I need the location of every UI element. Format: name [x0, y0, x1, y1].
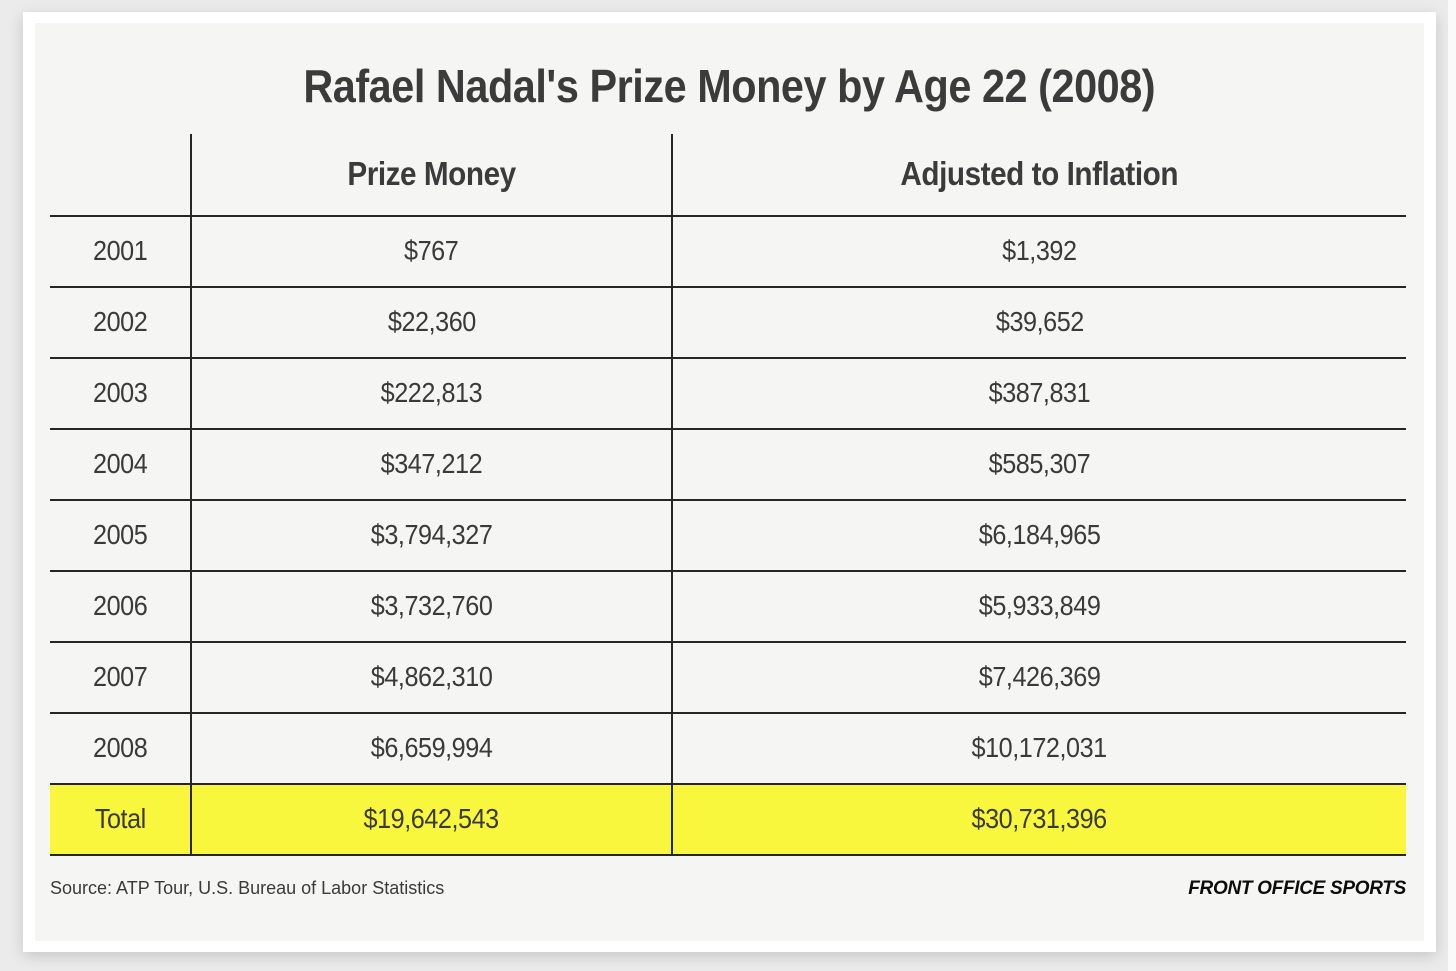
- total-prize-money-value: $19,642,543: [363, 803, 500, 835]
- table-row: 2006 $3,732,760 $5,933,849: [50, 570, 1406, 643]
- year-value: 2006: [92, 590, 148, 622]
- table-row: 2008 $6,659,994 $10,172,031: [50, 712, 1406, 785]
- col-header-year-empty: [50, 133, 191, 217]
- prize-money-cell: $22,360: [190, 286, 672, 359]
- prize-money-cell: $3,732,760: [190, 570, 672, 643]
- year-value: 2003: [92, 377, 148, 409]
- chart-title-text: Rafael Nadal's Prize Money by Age 22 (20…: [303, 60, 1156, 112]
- adjusted-cell: $39,652: [671, 286, 1406, 359]
- year-cell: 2008: [50, 712, 191, 785]
- year-cell: 2001: [50, 215, 191, 288]
- infographic-panel: Rafael Nadal's Prize Money by Age 22 (20…: [35, 23, 1424, 941]
- prize-money-cell: $222,813: [190, 357, 672, 430]
- table-row: 2007 $4,862,310 $7,426,369: [50, 641, 1406, 714]
- prize-money-cell: $3,794,327: [190, 499, 672, 572]
- total-prize-money-cell: $19,642,543: [190, 783, 672, 856]
- adjusted-cell: $387,831: [671, 357, 1406, 430]
- year-value: 2002: [92, 306, 148, 338]
- prize-money-value: $22,360: [387, 306, 476, 338]
- source-text: Source: ATP Tour, U.S. Bureau of Labor S…: [50, 878, 445, 899]
- year-cell: 2006: [50, 570, 191, 643]
- col-header-adjusted: Adjusted to Inflation: [671, 133, 1406, 217]
- prize-money-value: $222,813: [380, 377, 483, 409]
- col-header-adjusted-label: Adjusted to Inflation: [900, 155, 1179, 193]
- year-cell: 2007: [50, 641, 191, 714]
- total-label: Total: [94, 803, 146, 835]
- adjusted-value: $39,652: [995, 306, 1084, 338]
- year-cell: 2002: [50, 286, 191, 359]
- year-value: 2007: [92, 661, 148, 693]
- prize-money-cell: $347,212: [190, 428, 672, 501]
- year-cell: 2005: [50, 499, 191, 572]
- adjusted-cell: $10,172,031: [671, 712, 1406, 785]
- adjusted-value: $10,172,031: [971, 732, 1108, 764]
- year-cell: 2003: [50, 357, 191, 430]
- prize-money-value: $3,732,760: [370, 590, 493, 622]
- prize-money-value: $4,862,310: [370, 661, 493, 693]
- prize-money-value: $6,659,994: [370, 732, 493, 764]
- infographic-card: Rafael Nadal's Prize Money by Age 22 (20…: [23, 12, 1436, 952]
- adjusted-cell: $585,307: [671, 428, 1406, 501]
- adjusted-value: $5,933,849: [978, 590, 1101, 622]
- adjusted-value: $387,831: [988, 377, 1091, 409]
- adjusted-value: $6,184,965: [978, 519, 1101, 551]
- adjusted-cell: $5,933,849: [671, 570, 1406, 643]
- table-row: 2004 $347,212 $585,307: [50, 428, 1406, 501]
- total-adjusted-cell: $30,731,396: [671, 783, 1406, 856]
- footer: Source: ATP Tour, U.S. Bureau of Labor S…: [50, 878, 1406, 900]
- col-header-prize-money: Prize Money: [190, 133, 672, 217]
- table-row: 2003 $222,813 $387,831: [50, 357, 1406, 430]
- prize-money-cell: $6,659,994: [190, 712, 672, 785]
- year-value: 2005: [92, 519, 148, 551]
- page-right-gutter: [1448, 0, 1456, 971]
- col-header-prize-money-label: Prize Money: [347, 155, 516, 193]
- brand-logo: FRONT OFFICE SPORTS: [1188, 877, 1406, 899]
- year-value: 2004: [92, 448, 148, 480]
- adjusted-cell: $1,392: [671, 215, 1406, 288]
- adjusted-value: $7,426,369: [978, 661, 1101, 693]
- table-row: 2001 $767 $1,392: [50, 215, 1406, 288]
- table-row: 2005 $3,794,327 $6,184,965: [50, 499, 1406, 572]
- year-value: 2001: [92, 235, 148, 267]
- prize-money-value: $347,212: [380, 448, 483, 480]
- prize-money-table: Prize Money Adjusted to Inflation 2001 $…: [50, 133, 1406, 856]
- header-row: Prize Money Adjusted to Inflation: [50, 133, 1406, 217]
- chart-title: Rafael Nadal's Prize Money by Age 22 (20…: [35, 61, 1424, 112]
- adjusted-cell: $6,184,965: [671, 499, 1406, 572]
- prize-money-cell: $4,862,310: [190, 641, 672, 714]
- prize-money-cell: $767: [190, 215, 672, 288]
- adjusted-cell: $7,426,369: [671, 641, 1406, 714]
- prize-money-value: $767: [404, 235, 459, 267]
- prize-money-value: $3,794,327: [370, 519, 493, 551]
- year-cell: 2004: [50, 428, 191, 501]
- total-row: Total $19,642,543 $30,731,396: [50, 783, 1406, 856]
- adjusted-value: $585,307: [988, 448, 1091, 480]
- year-value: 2008: [92, 732, 148, 764]
- total-label-cell: Total: [50, 783, 191, 856]
- adjusted-value: $1,392: [1002, 235, 1077, 267]
- total-adjusted-value: $30,731,396: [971, 803, 1108, 835]
- table-row: 2002 $22,360 $39,652: [50, 286, 1406, 359]
